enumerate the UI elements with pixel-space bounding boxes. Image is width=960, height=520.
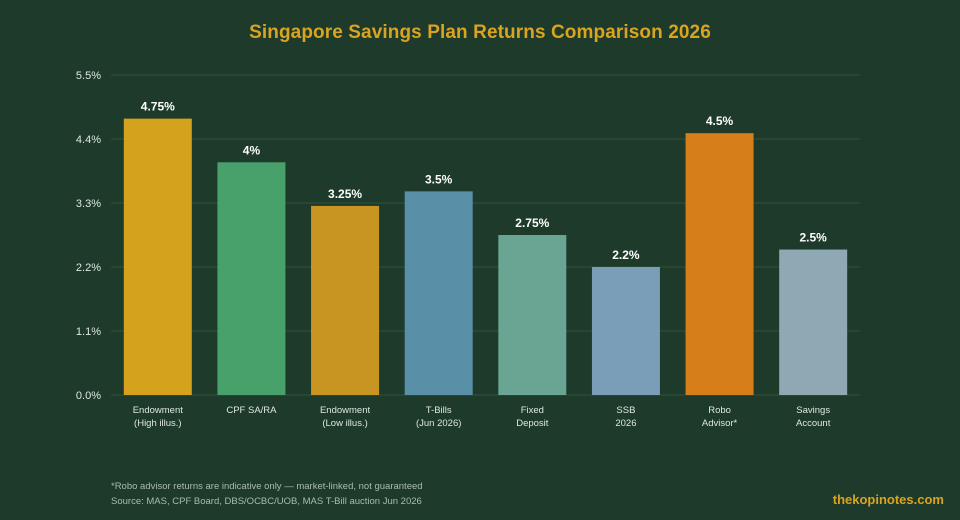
bar bbox=[498, 235, 567, 395]
y-tick-label: 2.2% bbox=[76, 262, 101, 274]
bar-value-label: 4% bbox=[243, 143, 261, 157]
x-tick-label: Fixed bbox=[521, 405, 544, 416]
bar bbox=[404, 191, 473, 395]
bar-value-label: 2.5% bbox=[800, 231, 828, 245]
x-tick-label: Endowment bbox=[133, 405, 184, 416]
bar bbox=[311, 205, 380, 395]
bar bbox=[123, 118, 192, 396]
bar bbox=[779, 249, 848, 395]
value-labels: 4.75% 4% 3.25% 3.5% 2.75% 2.2% 4.5% 2.5% bbox=[141, 100, 827, 262]
footnote-source: Source: MAS, CPF Board, DBS/OCBC/UOB, MA… bbox=[111, 496, 422, 507]
y-tick-label: 4.4% bbox=[76, 134, 101, 146]
x-tick-label: Savings bbox=[796, 405, 830, 416]
y-tick-label: 1.1% bbox=[76, 326, 101, 338]
bar bbox=[685, 133, 754, 395]
bar-value-label: 3.5% bbox=[425, 172, 453, 186]
bar-value-label: 4.5% bbox=[706, 114, 734, 128]
y-tick-label: 0.0% bbox=[76, 390, 101, 402]
y-tick-label: 3.3% bbox=[76, 198, 101, 210]
x-tick-label: (Low illus.) bbox=[322, 418, 367, 429]
y-axis-ticks: 0.0% 1.1% 2.2% 3.3% 4.4% 5.5% bbox=[76, 70, 101, 402]
bar bbox=[591, 267, 660, 395]
x-tick-label: CPF SA/RA bbox=[226, 405, 277, 416]
x-tick-label: Advisor* bbox=[702, 418, 738, 429]
x-tick-label: (High illus.) bbox=[134, 418, 182, 429]
x-tick-label: Endowment bbox=[320, 405, 371, 416]
bar-value-label: 2.2% bbox=[612, 248, 640, 262]
bar-value-label: 3.25% bbox=[328, 187, 362, 201]
y-tick-label: 5.5% bbox=[76, 70, 101, 82]
footnote-robo-disclaimer: *Robo advisor returns are indicative onl… bbox=[111, 481, 423, 492]
x-tick-label: Account bbox=[796, 418, 831, 429]
bars bbox=[123, 118, 848, 396]
x-tick-label: SSB bbox=[616, 405, 635, 416]
brand-watermark: thekopinotes.com bbox=[832, 492, 944, 507]
bar bbox=[217, 162, 286, 395]
x-tick-label: Deposit bbox=[516, 418, 549, 429]
x-tick-label: (Jun 2026) bbox=[416, 418, 461, 429]
x-axis-ticks: Endowment (High illus.) CPF SA/RA Endowment… bbox=[133, 405, 831, 429]
bar-value-label: 4.75% bbox=[141, 100, 175, 114]
x-tick-label: 2026 bbox=[615, 418, 636, 429]
x-tick-label: Robo bbox=[708, 405, 731, 416]
bar-value-label: 2.75% bbox=[515, 216, 549, 230]
x-tick-label: T-Bills bbox=[426, 405, 452, 416]
chart-title: Singapore Savings Plan Returns Compariso… bbox=[249, 22, 711, 43]
